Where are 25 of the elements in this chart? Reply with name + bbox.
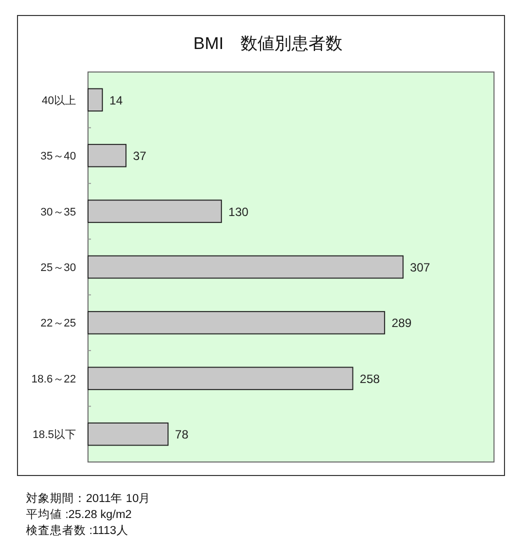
data-label: 307 <box>410 260 430 274</box>
y-tick-label: 18.5以下 <box>32 428 76 442</box>
bar <box>88 422 169 446</box>
bar <box>88 366 354 390</box>
y-tick-label: 40以上 <box>42 94 76 107</box>
text: 対象期間：2011年 10月 <box>26 491 151 505</box>
bar <box>88 88 103 112</box>
text: 検査患者数 :1113人 <box>26 524 128 537</box>
bar <box>88 311 386 334</box>
text: 平均値 :25.28 kg/m2 <box>26 508 132 521</box>
y-tick-label: 22～25 <box>40 318 76 330</box>
data-label: 78 <box>175 428 189 442</box>
bar <box>88 144 126 168</box>
bar <box>88 200 222 223</box>
y-tick-label: 35～40 <box>40 150 76 163</box>
data-label: 130 <box>228 204 249 219</box>
y-tick-label: 25～30 <box>40 262 76 274</box>
data-label: 14 <box>109 93 124 108</box>
bar <box>88 255 404 279</box>
data-label: 289 <box>392 316 412 330</box>
chart-title: BMI 数値別患者数 <box>193 34 343 53</box>
y-tick-label: 30～35 <box>40 206 76 218</box>
data-label: 37 <box>132 149 147 164</box>
data-label: 258 <box>360 372 380 386</box>
y-tick-label: 18.6～22 <box>31 373 76 386</box>
